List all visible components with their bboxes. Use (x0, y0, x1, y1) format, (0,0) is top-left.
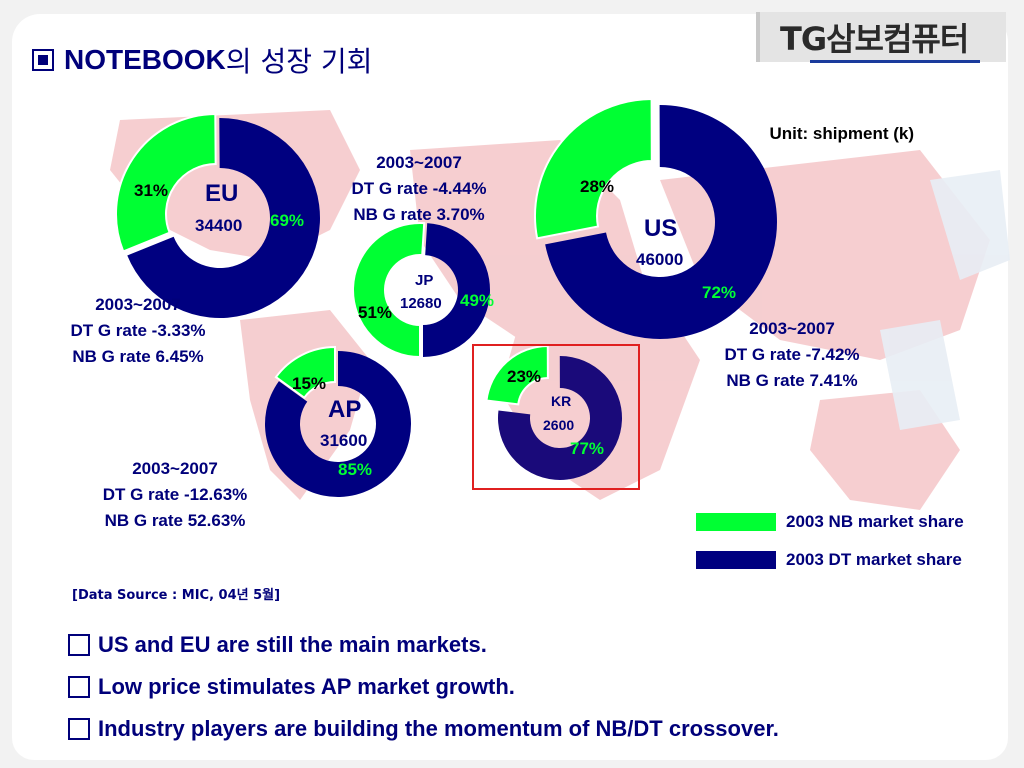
ap-nb-slice (274, 345, 336, 400)
eu-dt-share-label: 69% (270, 211, 305, 230)
title-suffix: 의 성장 기회 (225, 45, 373, 78)
kr-nb-slice (485, 344, 549, 406)
eu-total-label: 34400 (195, 216, 243, 235)
kr-total-label: 2600 (543, 417, 575, 433)
legend-nb: 2003 NB market share (696, 512, 964, 532)
jp-nb-slice (352, 222, 426, 359)
eu-note-period: 2003~2007 (95, 295, 181, 314)
ap-note-period: 2003~2007 (132, 459, 218, 478)
ap-note-nb-rate: NB G rate 52.63% (104, 511, 246, 530)
jp-growth-note: 2003~2007 DT G rate -4.44% NB G rate 3.7… (344, 150, 494, 228)
jp-total-label: 12680 (400, 295, 442, 312)
kr-region-label: KR (551, 393, 572, 409)
eu-donut (115, 112, 321, 318)
page-title: NOTEBOOK 의 성장 기회 (32, 40, 372, 80)
jp-donut (352, 222, 491, 359)
bullet-text: US and EU are still the main markets. (98, 632, 487, 657)
eu-dt-slice (127, 118, 321, 318)
ap-dt-share-label: 85% (338, 460, 373, 479)
legend-dt: 2003 DT market share (696, 550, 962, 570)
bullet-text: Low price stimulates AP market growth. (98, 674, 515, 699)
legend-dt-swatch (696, 551, 776, 569)
jp-dt-share-label: 49% (460, 291, 495, 310)
bullet-square-icon (68, 676, 90, 698)
logo-underline (810, 60, 980, 63)
unit-label: Unit: shipment (k) (769, 124, 915, 143)
jp-region-label: JP (415, 272, 434, 289)
eu-note-nb-rate: NB G rate 6.45% (72, 347, 204, 366)
us-note-dt-rate: DT G rate -7.42% (724, 345, 860, 364)
us-note-nb-rate: NB G rate 7.41% (726, 371, 858, 390)
data-source: [Data Source : MIC, 04년 5월] (72, 588, 281, 603)
us-note-period: 2003~2007 (749, 319, 835, 338)
jp-dt-slice (423, 223, 491, 357)
us-dt-slice (545, 105, 777, 339)
legend-nb-swatch (696, 513, 776, 531)
kr-dt-slice (497, 356, 622, 480)
bullet-item: Industry players are building the moment… (68, 708, 779, 750)
us-nb-share-label: 28% (580, 177, 615, 196)
bullet-square-icon (68, 718, 90, 740)
bullet-item: US and EU are still the main markets. (68, 624, 779, 666)
title-main: NOTEBOOK (64, 44, 226, 75)
us-dt-share-label: 72% (702, 283, 737, 302)
ap-donut (265, 345, 411, 497)
jp-note-nb-rate: NB G rate 3.70% (353, 205, 485, 224)
kr-donut (485, 344, 622, 480)
bullet-item: Low price stimulates AP market growth. (68, 666, 779, 708)
eu-nb-share-label: 31% (134, 181, 169, 200)
bullet-square-icon (68, 634, 90, 656)
ap-note-dt-rate: DT G rate -12.63% (102, 485, 248, 504)
us-nb-slice (534, 97, 653, 240)
ap-region-label: AP (328, 396, 362, 423)
us-donut (534, 97, 777, 339)
ap-dt-slice (265, 350, 411, 497)
legend-nb-label: 2003 NB market share (786, 512, 964, 531)
bullet-text: Industry players are building the moment… (98, 716, 779, 741)
eu-region-label: EU (205, 180, 239, 207)
title-square-icon (32, 49, 54, 71)
bullet-list: US and EU are still the main markets. Lo… (68, 624, 779, 750)
ap-growth-note: 2003~2007 DT G rate -12.63% NB G rate 52… (92, 456, 258, 534)
jp-note-dt-rate: DT G rate -4.44% (351, 179, 487, 198)
legend-dt-label: 2003 DT market share (786, 550, 962, 569)
us-region-label: US (644, 215, 678, 242)
kr-highlight-box (472, 344, 640, 490)
us-growth-note: 2003~2007 DT G rate -7.42% NB G rate 7.4… (714, 316, 870, 394)
ap-total-label: 31600 (320, 431, 368, 450)
jp-note-period: 2003~2007 (376, 153, 462, 172)
company-logo: TG삼보컴퓨터 (756, 12, 1006, 62)
us-total-label: 46000 (636, 250, 684, 269)
eu-nb-slice (115, 112, 217, 253)
jp-nb-share-label: 51% (358, 303, 393, 322)
kr-dt-share-label: 77% (570, 439, 605, 458)
eu-note-dt-rate: DT G rate -3.33% (70, 321, 206, 340)
ap-nb-share-label: 15% (292, 374, 327, 393)
eu-growth-note: 2003~2007 DT G rate -3.33% NB G rate 6.4… (60, 292, 216, 370)
kr-nb-share-label: 23% (507, 367, 542, 386)
logo-text: TG삼보컴퓨터 (780, 20, 969, 58)
